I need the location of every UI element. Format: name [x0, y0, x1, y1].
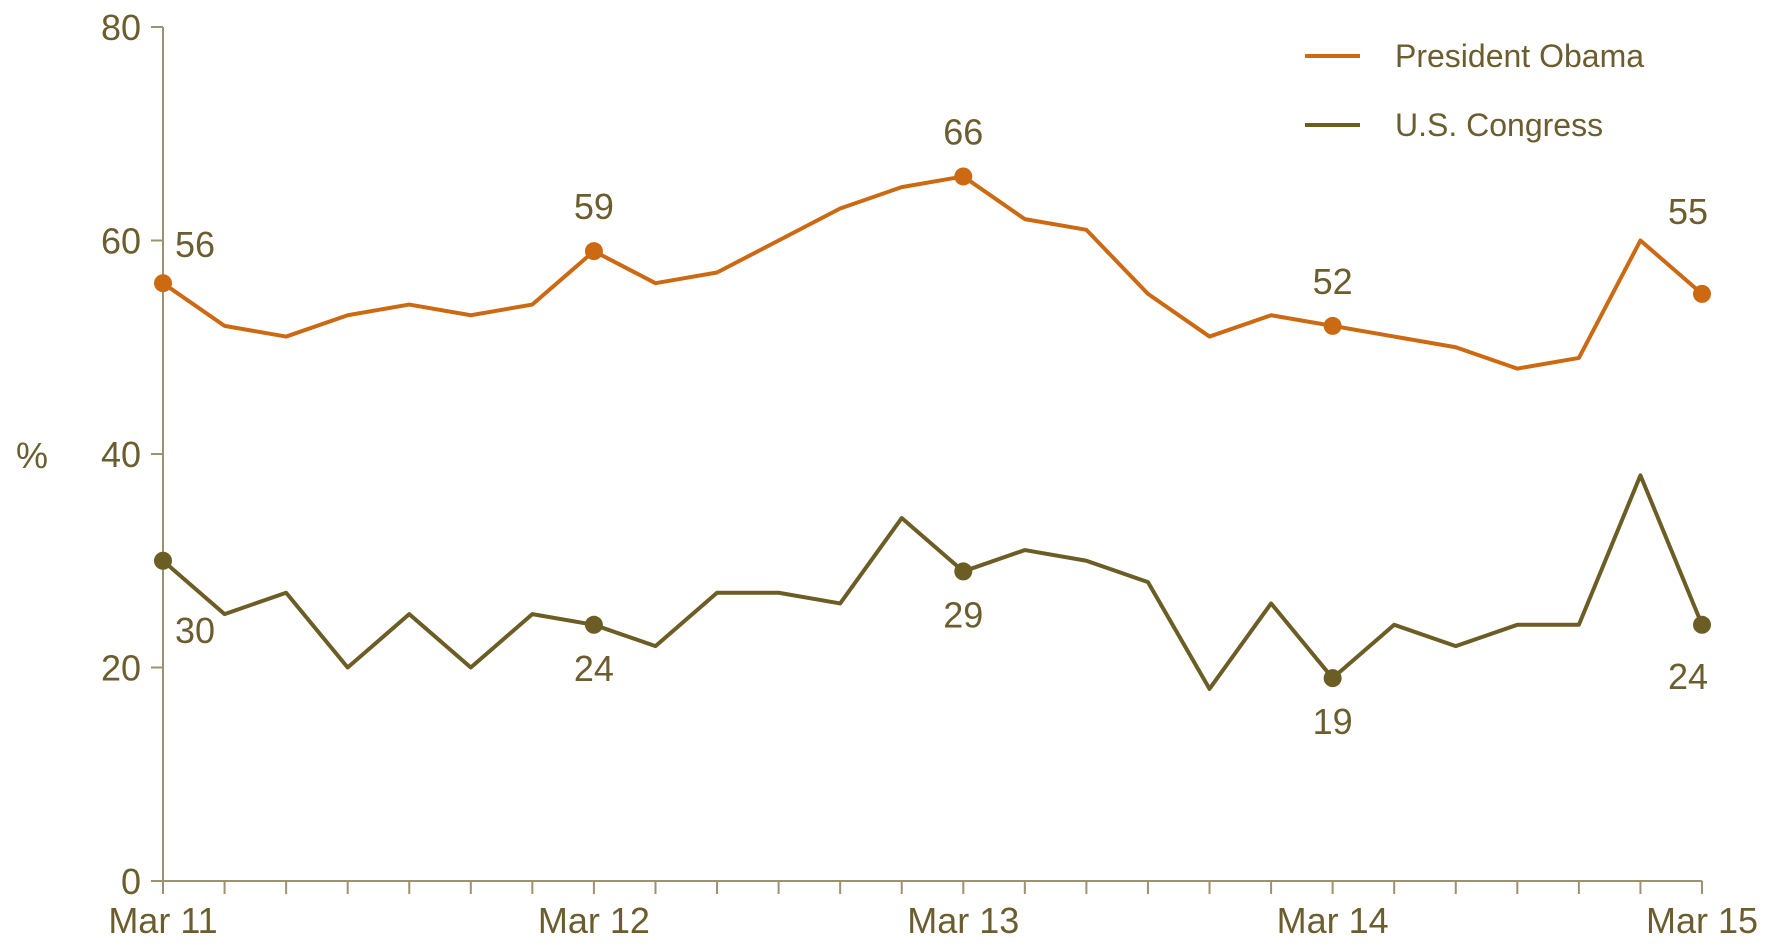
- x-tick-label: Mar 11: [108, 900, 217, 941]
- legend: President Obama U.S. Congress: [1305, 38, 1644, 143]
- x-tick-label: Mar 14: [1277, 900, 1389, 941]
- series-line-us-congress: [161, 473, 1704, 691]
- data-label: 19: [1313, 701, 1353, 742]
- data-point-marker: [154, 274, 172, 293]
- data-labels: 56 59 66 52 55 30 24 29 19 24: [175, 111, 1708, 742]
- axes: 0 20 40 60 80% Mar 11 Mar 12 Mar 13 Mar 14 Mar 15: [16, 7, 1758, 941]
- data-point-marker: [954, 167, 973, 186]
- data-point-marker: [954, 562, 973, 581]
- x-tick-label: Mar 15: [1646, 900, 1758, 941]
- series-layer: [154, 167, 1711, 691]
- data-label: 52: [1313, 261, 1353, 302]
- x-tick-label: Mar 12: [538, 900, 650, 941]
- data-point-marker: [584, 615, 603, 634]
- y-tick-label: 80: [101, 7, 141, 48]
- legend-label: U.S. Congress: [1395, 107, 1603, 143]
- data-label: 56: [175, 224, 215, 265]
- data-point-marker: [584, 242, 603, 261]
- data-label: 55: [1668, 191, 1708, 232]
- data-label: 24: [1668, 656, 1708, 697]
- data-point-marker: [1323, 316, 1342, 335]
- data-label: 24: [574, 648, 614, 689]
- data-point-marker: [154, 551, 172, 570]
- y-tick-label: 0: [121, 861, 141, 902]
- y-axis-title: %: [16, 435, 48, 476]
- data-point-marker: [1693, 615, 1711, 634]
- y-tick-label: 60: [101, 221, 141, 262]
- y-tick-label: 20: [101, 648, 141, 689]
- y-tick-label: 40: [101, 434, 141, 475]
- data-label: 66: [943, 111, 983, 152]
- series-line-president-obama: [161, 174, 1704, 371]
- data-label: 30: [175, 610, 215, 651]
- legend-label: President Obama: [1395, 38, 1644, 74]
- data-label: 59: [574, 186, 614, 227]
- data-point-marker: [1693, 284, 1711, 303]
- data-label: 29: [943, 594, 983, 635]
- data-point-marker: [1323, 669, 1342, 688]
- x-tick-label: Mar 13: [907, 900, 1019, 941]
